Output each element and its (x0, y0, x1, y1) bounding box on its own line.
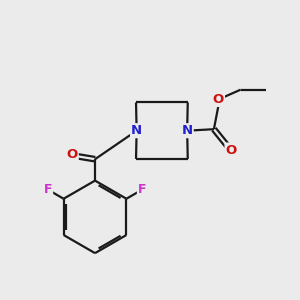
Text: N: N (182, 124, 193, 137)
Text: O: O (67, 148, 78, 161)
Text: O: O (213, 93, 224, 106)
Text: F: F (138, 183, 146, 196)
Text: O: O (226, 143, 237, 157)
Text: F: F (44, 183, 52, 196)
Text: N: N (131, 124, 142, 137)
